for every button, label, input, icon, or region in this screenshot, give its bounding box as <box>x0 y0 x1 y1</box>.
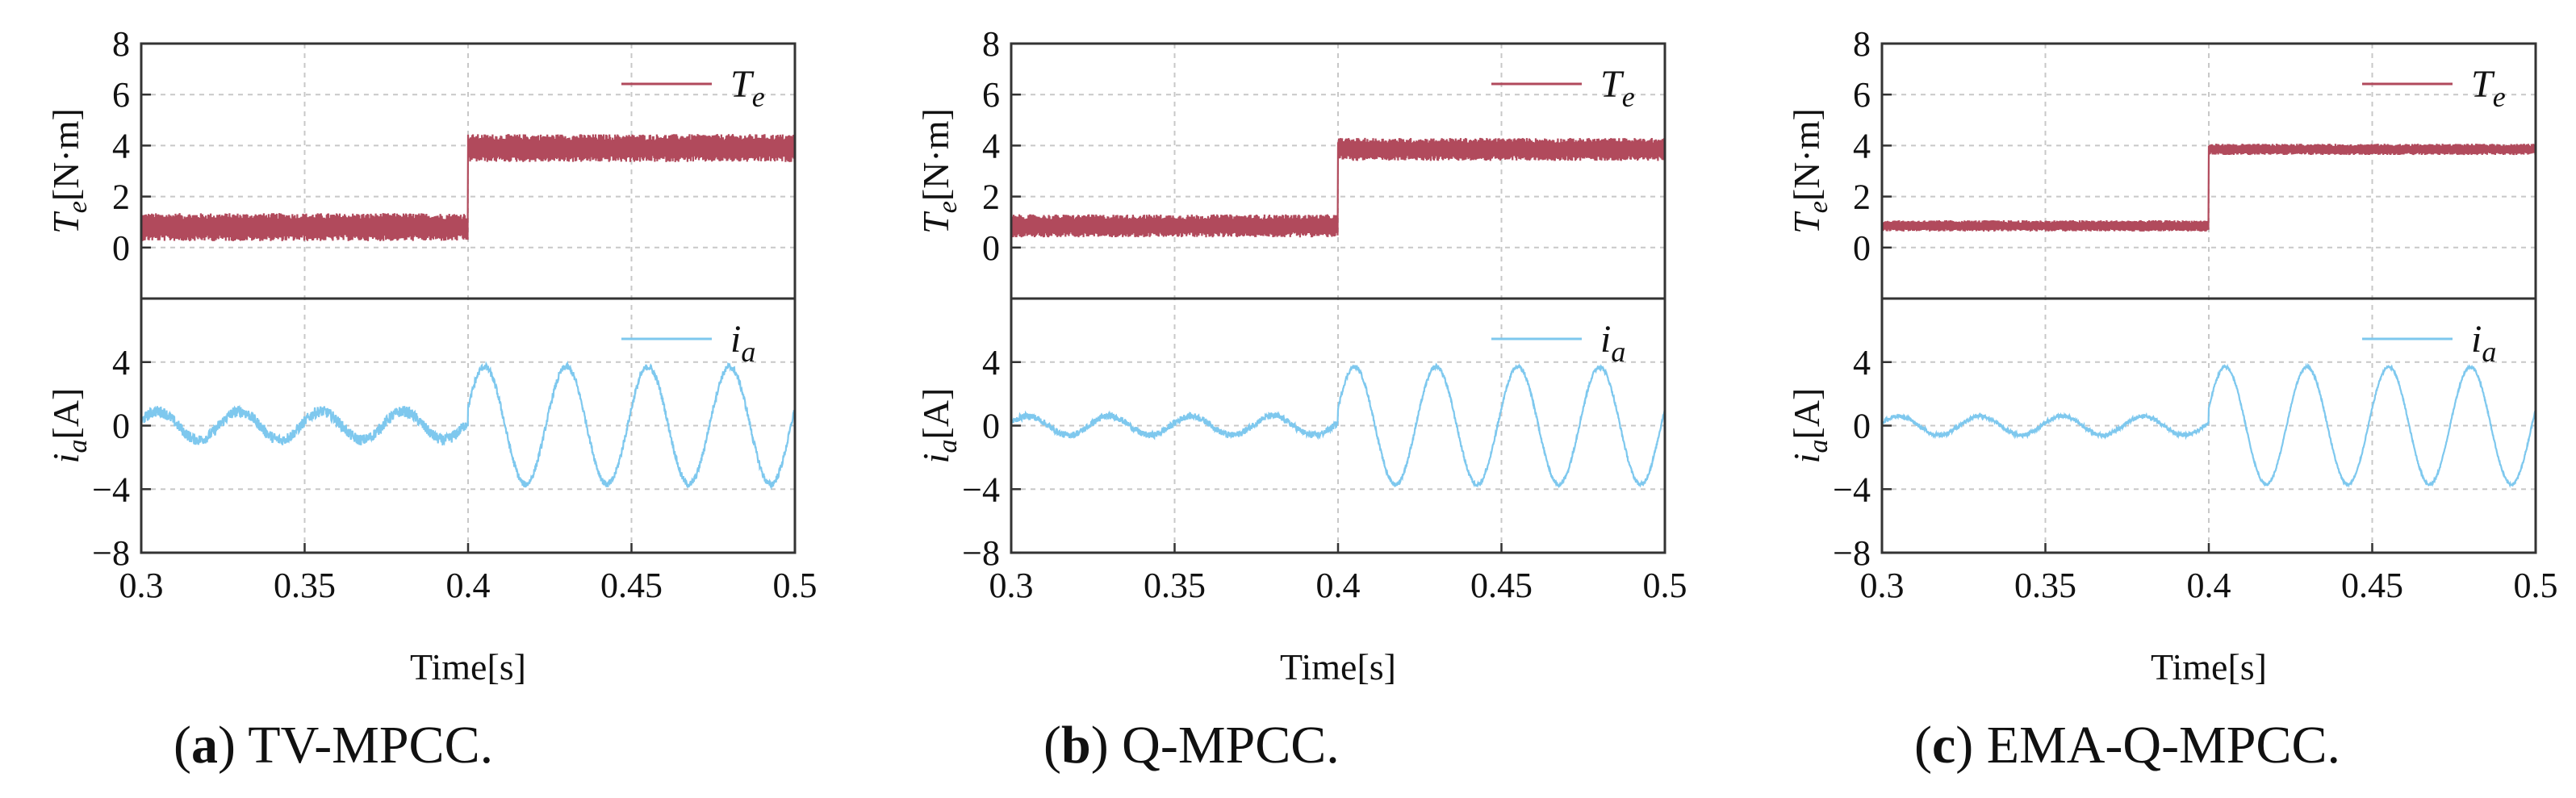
x-axis-label: Time[s] <box>410 646 526 687</box>
y-axis-label-bottom: ia[A] <box>915 388 963 464</box>
y-tick-label-top: 8 <box>1853 24 1871 64</box>
x-tick-label: 0.45 <box>2341 566 2403 605</box>
y-tick-label-top: 8 <box>982 24 1000 64</box>
series-line-Te <box>1880 144 2537 232</box>
x-tick-label: 0.45 <box>600 566 663 605</box>
series-line-ia <box>1880 362 2537 488</box>
x-tick-label: 0.35 <box>1144 566 1206 605</box>
legend-ia-label: ia <box>1600 318 1625 368</box>
y-tick-label-bottom: 0 <box>1853 407 1871 446</box>
y-axis-label-top: Te[N·m] <box>915 108 963 234</box>
series-line-Te <box>140 134 797 241</box>
y-tick-label-top: 0 <box>112 228 130 268</box>
y-tick-label-top: 2 <box>112 178 130 217</box>
y-tick-label-top: 0 <box>982 228 1000 268</box>
series-line-ia <box>140 360 796 491</box>
y-tick-label-top: 8 <box>112 24 130 64</box>
y-tick-label-bottom: 0 <box>112 407 130 446</box>
y-tick-label-bottom: −4 <box>1833 470 1871 509</box>
x-tick-label: 0.5 <box>773 566 818 605</box>
x-tick-label: 0.3 <box>1860 566 1905 605</box>
series-line-ia <box>1010 362 1666 489</box>
legend-Te-label: Te <box>2471 63 2506 113</box>
chart-panel-a: 0.3 0.35 0.4 0.45 0.5 0 2 4 6 8 −8 −4 0 4 Te[N·m] ia[A]… <box>45 24 818 775</box>
y-tick-label-top: 6 <box>982 75 1000 115</box>
y-tick-label-top: 6 <box>1853 75 1871 115</box>
y-tick-label-bottom: 4 <box>1853 343 1871 382</box>
y-tick-label-top: 4 <box>982 126 1000 165</box>
legend-Te-label: Te <box>730 63 765 113</box>
x-tick-label: 0.3 <box>119 566 164 605</box>
panel-caption: (c) EMA-Q-MPCC. <box>1914 716 2340 775</box>
y-tick-label-bottom: 4 <box>112 343 130 382</box>
y-axis-label-top: Te[N·m] <box>45 108 93 234</box>
x-tick-label: 0.45 <box>1470 566 1533 605</box>
y-tick-label-bottom: 4 <box>982 343 1000 382</box>
legend-ia-label: ia <box>2471 318 2496 368</box>
panel-caption: (b) Q-MPCC. <box>1043 716 1340 775</box>
chart-panel-c: 0.3 0.35 0.4 0.45 0.5 0 2 4 6 8 −8 −4 0 4 Te[N·m] ia[A]… <box>1786 24 2558 775</box>
x-tick-label: 0.4 <box>2187 566 2231 605</box>
y-tick-label-bottom: −4 <box>92 470 130 509</box>
y-tick-label-top: 4 <box>1853 126 1871 165</box>
y-tick-label-bottom: −8 <box>962 533 1000 573</box>
y-tick-label-top: 0 <box>1853 228 1871 268</box>
x-tick-label: 0.35 <box>274 566 336 605</box>
y-tick-label-bottom: −8 <box>1833 533 1871 573</box>
x-axis-label: Time[s] <box>1280 646 1396 687</box>
legend-ia-label: ia <box>730 318 755 368</box>
y-tick-label-bottom: −8 <box>92 533 130 573</box>
y-axis-label-bottom: ia[A] <box>45 388 93 464</box>
x-tick-label: 0.35 <box>2014 566 2076 605</box>
chart-panel-b: 0.3 0.35 0.4 0.45 0.5 0 2 4 6 8 −8 −4 0 4 Te[N·m] ia[A]… <box>915 24 1687 775</box>
legend-Te-label: Te <box>1600 63 1635 113</box>
y-axis-label-top: Te[N·m] <box>1786 108 1834 234</box>
x-tick-label: 0.4 <box>446 566 491 605</box>
x-tick-label: 0.5 <box>2514 566 2558 605</box>
x-tick-label: 0.3 <box>989 566 1034 605</box>
panel-caption: (a) TV-MPCC. <box>174 716 493 775</box>
y-tick-label-top: 2 <box>1853 178 1871 217</box>
y-axis-label-bottom: ia[A] <box>1786 388 1834 464</box>
y-tick-label-top: 4 <box>112 126 130 165</box>
y-tick-label-top: 2 <box>982 178 1000 217</box>
y-tick-label-bottom: −4 <box>962 470 1000 509</box>
x-axis-label: Time[s] <box>2151 646 2267 687</box>
y-tick-label-top: 6 <box>112 75 130 115</box>
x-tick-label: 0.4 <box>1316 566 1361 605</box>
series-line-Te <box>1010 137 1666 238</box>
x-tick-label: 0.5 <box>1643 566 1687 605</box>
y-tick-label-bottom: 0 <box>982 407 1000 446</box>
